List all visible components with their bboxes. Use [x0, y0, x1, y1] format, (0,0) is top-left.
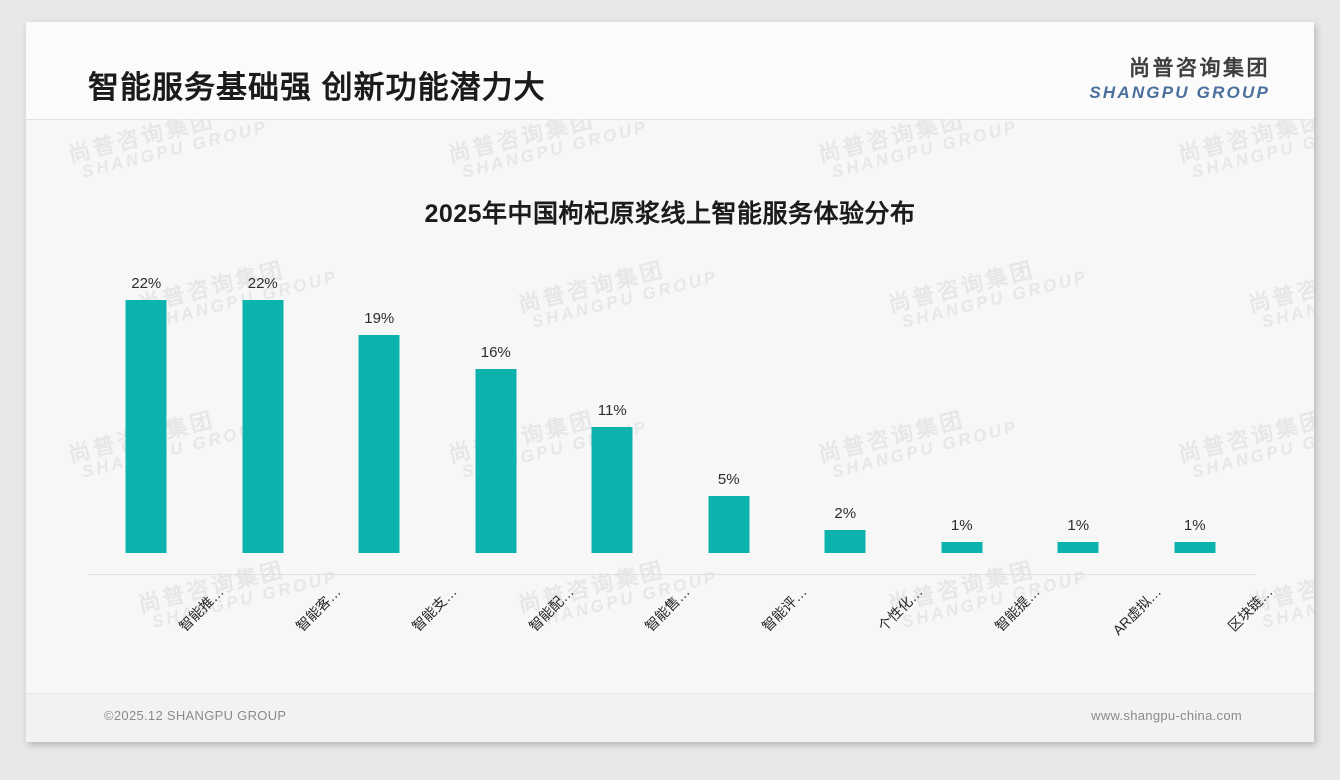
bar-group: 16%	[438, 277, 555, 553]
brand-logo-en: SHANGPU GROUP	[1089, 83, 1270, 102]
brand-logo-cn: 尚普咨询集团	[1129, 57, 1270, 80]
watermark-en: SHANGPU GROUP	[830, 119, 1021, 182]
x-axis-tick-label: 个性化…	[875, 583, 926, 635]
bar[interactable]	[591, 426, 633, 553]
watermark-cn: 尚普咨询集团	[65, 119, 218, 168]
bar-value-label: 1%	[950, 516, 973, 534]
bar[interactable]	[1057, 541, 1099, 553]
bar[interactable]	[242, 300, 284, 553]
bar[interactable]	[475, 369, 517, 553]
watermark-en: SHANGPU GROUP	[80, 119, 271, 182]
chart-title: 2025年中国枸杞原浆线上智能服务体验分布	[424, 200, 916, 228]
x-axis-tick-label: 智能售…	[642, 583, 693, 635]
watermark-en: SHANGPU GROUP	[460, 119, 651, 182]
bar-value-label: 1%	[1183, 516, 1206, 534]
bar[interactable]	[358, 334, 400, 553]
bar-value-label: 19%	[364, 309, 395, 327]
x-axis-tick-label: 智能推…	[176, 583, 227, 635]
bar-group: 11%	[554, 277, 671, 553]
watermark-en: SHANGPU GROUP	[1260, 267, 1314, 332]
slide-header: 智能服务基础强 创新功能潜力大 尚普咨询集团 SHANGPU GROUP	[26, 22, 1314, 120]
watermark-cn: 尚普咨询集团	[1245, 256, 1314, 318]
bar-value-label: 11%	[597, 401, 627, 419]
bar-group: 22%	[88, 275, 205, 553]
slide-footer: ©2025.12 SHANGPU GROUP www.shangpu-china…	[26, 693, 1314, 742]
x-axis-line	[88, 574, 1256, 575]
bar-value-label: 22%	[131, 275, 162, 292]
page-title: 智能服务基础强 创新功能潜力大	[88, 70, 546, 105]
bar-value-label: 22%	[247, 275, 278, 292]
chart-plot-area: 22% 22% 19% 16% 11% 5% 2% 1% 1% 1%	[88, 275, 1254, 553]
x-axis-tick-label: 智能配…	[525, 583, 577, 635]
bar-value-label: 1%	[1067, 516, 1090, 534]
x-axis-tick-label: 智能客…	[292, 583, 344, 635]
x-axis-tick-label: 区块链…	[1224, 583, 1276, 635]
bar[interactable]	[708, 495, 750, 553]
x-axis-tick-label: AR虚拟…	[1109, 583, 1165, 639]
x-axis-tick-label: 智能支…	[409, 583, 460, 635]
watermark-en: SHANGPU GROUP	[1190, 119, 1314, 182]
bar-group: 19%	[321, 277, 438, 553]
bar[interactable]	[824, 530, 866, 553]
slide-canvas: 智能服务基础强 创新功能潜力大 尚普咨询集团 SHANGPU GROUP 尚普咨…	[26, 22, 1314, 742]
bar-value-label: 2%	[834, 505, 857, 522]
x-axis-tick-label: 智能评…	[758, 583, 810, 635]
bar-group: 1%	[1137, 277, 1254, 553]
watermark-cn: 尚普咨询集团	[445, 119, 598, 168]
bar-group: 1%	[1020, 277, 1137, 553]
bar-group: 22%	[205, 275, 322, 553]
bar-group: 2%	[787, 277, 904, 553]
bar-group: 5%	[671, 277, 788, 553]
watermark-cn: 尚普咨询集团	[1175, 119, 1314, 168]
bar[interactable]	[125, 300, 167, 553]
bar-value-label: 16%	[480, 344, 511, 361]
bar[interactable]	[941, 541, 983, 553]
footer-website[interactable]: www.shangpu-china.com	[1091, 708, 1242, 723]
brand-logo: 尚普咨询集团 SHANGPU GROUP	[1089, 58, 1270, 101]
watermark-cn: 尚普咨询集团	[815, 119, 968, 168]
bar-group: 1%	[904, 277, 1021, 553]
bar-value-label: 5%	[717, 470, 740, 488]
x-axis-tick-label: 智能提…	[991, 583, 1043, 635]
footer-copyright: ©2025.12 SHANGPU GROUP	[104, 708, 287, 723]
bar[interactable]	[1174, 541, 1216, 553]
